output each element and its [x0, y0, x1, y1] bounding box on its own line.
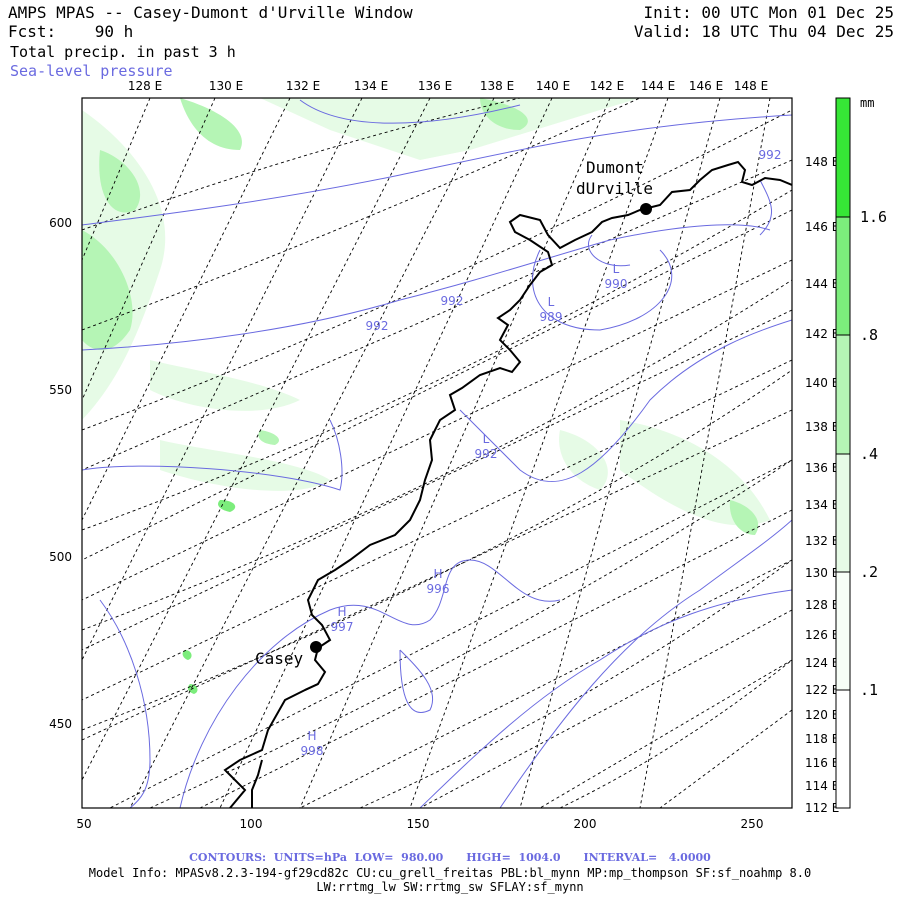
lon-right-label: 148 E: [805, 155, 839, 169]
lon-right-label: 134 E: [805, 498, 839, 512]
dumont-durville-station-marker: [640, 203, 652, 215]
pressure-mark: L: [548, 295, 555, 309]
lon-right-label: 116 E: [805, 756, 839, 770]
coastline: [223, 160, 792, 808]
lon-right-label: 146 E: [805, 220, 839, 234]
lon-top-label: 146 E: [689, 79, 723, 93]
colorbar-segment: [836, 98, 850, 217]
lon-top-label: 144 E: [641, 79, 675, 93]
lon-right-labels: 148 E 146 E 144 E 142 E 140 E 138 E 136 …: [805, 155, 839, 815]
colorbar-unit: mm: [860, 96, 874, 110]
x-axis-label: 100: [240, 817, 263, 831]
lon-top-label: 134 E: [354, 79, 388, 93]
colorbar: mm 1.6 .8 .4 .2 .1: [835, 96, 887, 809]
x-axis-label: 200: [574, 817, 597, 831]
lon-right-label: 124 E: [805, 656, 839, 670]
lon-right-label: 142 E: [805, 327, 839, 341]
lon-right-label: 144 E: [805, 277, 839, 291]
pressure-value: 992: [475, 447, 498, 461]
colorbar-label: 1.6: [860, 208, 887, 226]
colorbar-segment: [836, 335, 850, 454]
y-axis-labels: 600 550 500 450: [49, 216, 72, 731]
lon-right-label: 122 E: [805, 683, 839, 697]
colorbar-segment: [836, 690, 850, 808]
pressure-mark: H: [307, 729, 316, 743]
pressure-value: 997: [331, 620, 354, 634]
colorbar-label: .8: [860, 326, 878, 344]
init-time: Init: 00 UTC Mon 01 Dec 25: [643, 3, 894, 22]
lon-right-label: 132 E: [805, 534, 839, 548]
station-label: Casey: [255, 649, 304, 668]
graticule: [82, 98, 792, 808]
forecast-hour: Fcst: 90 h: [8, 22, 134, 41]
lon-top-label: 148 E: [734, 79, 768, 93]
lon-right-label: 112 E: [805, 801, 839, 815]
pressure-labels: 992 992 992 L 990 L 989 L 992 H 996 H 99…: [301, 148, 782, 758]
colorbar-label: .4: [860, 445, 878, 463]
lon-right-label: 136 E: [805, 461, 839, 475]
pressure-mark: H: [337, 605, 346, 619]
pressure-value: 992: [366, 319, 389, 333]
colorbar-label: .2: [860, 563, 878, 581]
plot-frame: [81, 97, 793, 809]
station-label: Dumont: [586, 158, 644, 177]
lon-top-label: 136 E: [418, 79, 452, 93]
lon-top-label: 142 E: [590, 79, 624, 93]
lon-top-label: 140 E: [536, 79, 570, 93]
x-axis-label: 250: [741, 817, 764, 831]
valid-time: Valid: 18 UTC Thu 04 Dec 25: [633, 22, 894, 41]
lon-right-label: 140 E: [805, 376, 839, 390]
pressure-mark: H: [433, 567, 442, 581]
lon-right-label: 130 E: [805, 566, 839, 580]
lon-right-label: 114 E: [805, 779, 839, 793]
field-label: Total precip. in past 3 h: [10, 43, 236, 61]
y-axis-label: 550: [49, 383, 72, 397]
lon-right-label: 138 E: [805, 420, 839, 434]
lon-top-label: 128 E: [128, 79, 162, 93]
lon-right-label: 118 E: [805, 732, 839, 746]
y-axis-label: 600: [49, 216, 72, 230]
lon-top-labels: 128 E 130 E 132 E 134 E 136 E 138 E 140 …: [128, 79, 768, 93]
pressure-mark: L: [483, 432, 490, 446]
precip-shading: [82, 98, 770, 694]
lon-right-label: 128 E: [805, 598, 839, 612]
colorbar-segment: [836, 217, 850, 335]
pressure-value: 990: [605, 277, 628, 291]
x-axis-labels: 50 100 150 200 250: [76, 817, 763, 831]
lon-right-label: 126 E: [805, 628, 839, 642]
lon-top-label: 130 E: [209, 79, 243, 93]
colorbar-label: .1: [860, 681, 878, 699]
pressure-value: 996: [427, 582, 450, 596]
model-info: Model Info: MPASv8.2.3-194-gf29cd82c CU:…: [88, 866, 812, 880]
slp-contours: [82, 99, 792, 808]
colorbar-segment: [836, 454, 850, 572]
x-axis-label: 150: [407, 817, 430, 831]
casey-station-marker: [310, 641, 322, 653]
y-axis-label: 500: [49, 550, 72, 564]
lon-top-label: 132 E: [286, 79, 320, 93]
x-axis-label: 50: [76, 817, 91, 831]
model-info-line2: LW:rrtmg_lw SW:rrtmg_sw SFLAY:sf_mynn: [316, 880, 584, 894]
pressure-value: 992: [441, 294, 464, 308]
y-axis-label: 450: [49, 717, 72, 731]
pressure-value: 998: [301, 744, 324, 758]
overlay-label: Sea-level pressure: [10, 62, 173, 80]
pressure-value: 989: [540, 310, 563, 324]
lon-right-label: 120 E: [805, 708, 839, 722]
map-title: AMPS MPAS -- Casey-Dumont d'Urville Wind…: [8, 3, 413, 22]
colorbar-segment: [836, 572, 850, 690]
pressure-mark: L: [613, 262, 620, 276]
pressure-value: 992: [759, 148, 782, 162]
contour-info: CONTOURS: UNITS=hPa LOW= 980.00 HIGH= 10…: [189, 851, 711, 864]
station-label: dUrville: [576, 179, 653, 198]
lon-top-label: 138 E: [480, 79, 514, 93]
